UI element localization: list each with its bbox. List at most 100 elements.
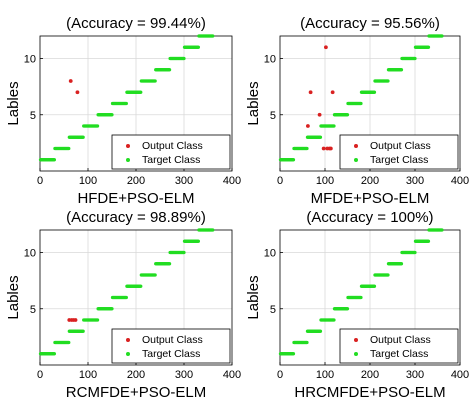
x-tick-label: 0 [277, 175, 283, 187]
target-point [345, 113, 350, 117]
legend-marker-output [354, 144, 358, 148]
target-point [168, 68, 172, 72]
y-axis-label: Lables [245, 275, 262, 319]
x-tick-label: 300 [406, 175, 424, 187]
target-point [67, 146, 71, 151]
target-point [332, 318, 336, 322]
legend-label-target: Target Class [370, 154, 428, 166]
target-point [110, 307, 114, 311]
y-tick-label: 10 [24, 54, 36, 66]
legend-marker-output [126, 144, 130, 148]
legend-marker-target [126, 352, 130, 356]
target-point [372, 90, 377, 94]
x-tick-label: 0 [277, 369, 283, 381]
output-point [308, 90, 313, 95]
target-point [153, 79, 157, 83]
legend-label-output: Output Class [142, 140, 203, 152]
x-tick-label: 400 [451, 175, 469, 187]
output-point [317, 112, 322, 117]
y-tick-label: 5 [270, 110, 276, 122]
target-point [440, 228, 444, 232]
y-axis-label: Lables [245, 81, 262, 125]
chart-title: (Accuracy = 99.44%) [66, 15, 206, 32]
x-tick-label: 300 [406, 369, 424, 381]
target-point [81, 135, 85, 139]
panel-hfde: 0 100 200 300 400 5 10 (Accuracy = 99.44%) HFDE+… [5, 15, 241, 207]
output-point [306, 124, 310, 128]
legend-box [339, 134, 459, 170]
legend-marker-output [354, 338, 358, 342]
x-tick-label: 400 [223, 369, 241, 381]
x-tick-label: 200 [127, 175, 145, 187]
target-point [211, 228, 215, 232]
target-point [291, 158, 296, 162]
target-point [386, 273, 390, 277]
panel-mfde: 0 100 200 300 400 5 10 (Accuracy = 95.56%) MFDE+… [245, 15, 469, 207]
target-point [139, 284, 143, 288]
target-point [386, 79, 390, 83]
x-tick-label: 100 [79, 369, 97, 381]
target-point [110, 113, 114, 117]
target-point [399, 262, 404, 266]
y-tick-label: 10 [264, 54, 276, 66]
target-point [182, 56, 186, 61]
target-point [124, 295, 128, 300]
target-point [139, 90, 143, 94]
x-tick-label: 300 [175, 175, 193, 187]
legend-label-output: Output Class [370, 140, 431, 152]
target-point [399, 68, 404, 72]
output-point [324, 45, 328, 50]
target-point [81, 329, 85, 333]
target-point [196, 239, 200, 243]
x-tick-label: 300 [175, 369, 193, 381]
output-point [68, 79, 73, 83]
legend-marker-target [354, 352, 358, 356]
legend-box [111, 134, 231, 170]
x-axis-label: HRCMFDE+PSO-ELM [294, 384, 445, 401]
output-point [321, 146, 326, 151]
target-point [332, 124, 336, 128]
panel-rcmfde: 0 100 200 300 400 5 10 (Accuracy = 98.89%) RCMFD… [5, 209, 241, 401]
output-point [328, 146, 333, 151]
legend-box [339, 328, 459, 364]
x-axis-label: RCMFDE+PSO-ELM [66, 384, 206, 401]
legend-box [111, 328, 231, 364]
target-point [96, 318, 100, 322]
target-point [413, 250, 417, 255]
y-tick-label: 5 [30, 304, 36, 316]
target-point [305, 146, 309, 151]
target-point [318, 135, 323, 139]
x-tick-label: 400 [223, 175, 241, 187]
panel-hrcmfde: 0 100 200 300 400 5 10 (Accuracy = 100%) HRCMFDE… [245, 209, 469, 401]
target-point [359, 295, 363, 300]
chart-title: (Accuracy = 98.89%) [66, 209, 206, 226]
y-tick-label: 10 [24, 248, 36, 260]
target-point [67, 340, 71, 345]
x-axis-label: MFDE+PSO-ELM [311, 190, 430, 207]
legend-marker-target [126, 158, 130, 162]
chart-title: (Accuracy = 95.56%) [300, 15, 440, 32]
x-tick-label: 100 [79, 175, 97, 187]
target-point [153, 273, 157, 277]
target-point [168, 262, 172, 266]
legend-label-output: Output Class [142, 334, 203, 346]
legend-label-output: Output Class [370, 334, 431, 346]
y-tick-label: 5 [270, 304, 276, 316]
chart-title: (Accuracy = 100%) [306, 209, 433, 226]
target-point [182, 250, 186, 255]
target-point [305, 340, 309, 345]
output-point [75, 90, 80, 95]
y-tick-label: 10 [264, 248, 276, 260]
target-point [426, 45, 431, 49]
x-tick-label: 200 [127, 369, 145, 381]
target-point [426, 239, 431, 243]
target-point [52, 352, 57, 356]
target-point [96, 124, 100, 128]
x-tick-label: 400 [451, 369, 469, 381]
output-point [330, 90, 335, 95]
output-point [73, 318, 78, 322]
x-tick-label: 200 [361, 175, 379, 187]
target-point [124, 101, 128, 106]
target-point [52, 158, 57, 162]
